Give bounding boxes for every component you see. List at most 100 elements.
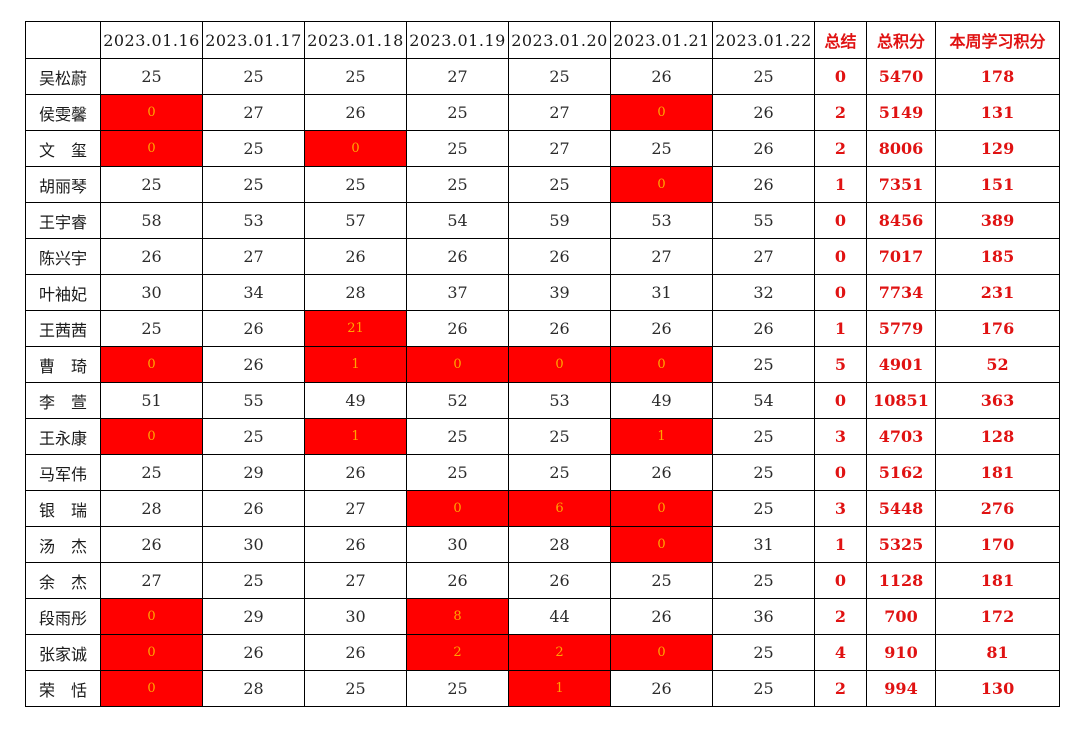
daily-points-cell: 28 [508,526,611,563]
summary-count-cell: 0 [814,238,867,275]
week-points-cell: 129 [935,130,1060,167]
total-points-cell: 5779 [866,310,936,347]
date-column-header: 2023.01.17 [202,21,305,59]
daily-points-cell: 25 [712,418,815,455]
daily-points-cell-highlighted: 0 [100,130,203,167]
week-points-cell: 276 [935,490,1060,527]
table-row: 文 玺 0 25 0 25 27 25 26 2 8006 129 [25,130,1060,167]
daily-points-cell: 51 [100,382,203,419]
student-name-cell: 曹 琦 [25,346,101,383]
date-column-header: 2023.01.20 [508,21,611,59]
total-points-cell: 7351 [866,166,936,203]
total-points-cell: 700 [866,598,936,635]
daily-points-cell: 25 [304,166,407,203]
summary-count-cell: 0 [814,382,867,419]
daily-points-cell-highlighted: 0 [610,346,713,383]
total-points-cell: 5325 [866,526,936,563]
summary-count-cell: 5 [814,346,867,383]
table-row: 汤 杰 26 30 26 30 28 0 31 1 5325 170 [25,526,1060,563]
table-row: 陈兴宇 26 27 26 26 26 27 27 0 7017 185 [25,238,1060,275]
student-name-cell: 侯雯馨 [25,94,101,131]
week-points-cell: 389 [935,202,1060,239]
daily-points-cell: 26 [202,490,305,527]
daily-points-cell: 30 [202,526,305,563]
daily-points-cell: 49 [304,382,407,419]
week-points-cell: 172 [935,598,1060,635]
daily-points-cell: 27 [508,130,611,167]
daily-points-cell: 26 [406,310,509,347]
student-name-cell: 马军伟 [25,454,101,491]
corner-cell [25,21,101,59]
daily-points-cell: 25 [202,418,305,455]
daily-points-cell: 25 [304,58,407,95]
daily-points-cell: 28 [202,670,305,707]
table-body: 吴松蔚 25 25 25 27 25 26 25 0 5470 178 侯雯馨 0 27 26 25 27 0 26… [25,58,1060,707]
date-column-header: 2023.01.21 [610,21,713,59]
summary-count-cell: 3 [814,418,867,455]
daily-points-cell-highlighted: 0 [100,634,203,671]
daily-points-cell: 25 [406,670,509,707]
table-row: 段雨彤 0 29 30 8 44 26 36 2 700 172 [25,598,1060,635]
student-name-cell: 叶袖妃 [25,274,101,311]
daily-points-cell: 25 [712,346,815,383]
daily-points-cell-highlighted: 0 [100,94,203,131]
week-points-cell: 231 [935,274,1060,311]
daily-points-cell-highlighted: 0 [100,418,203,455]
daily-points-cell: 25 [406,454,509,491]
total-points-cell: 5448 [866,490,936,527]
student-name-cell: 胡丽琴 [25,166,101,203]
daily-points-cell-highlighted: 21 [304,310,407,347]
daily-points-cell: 26 [304,634,407,671]
summary-count-cell: 0 [814,274,867,311]
daily-points-cell: 25 [100,166,203,203]
daily-points-cell: 25 [202,58,305,95]
daily-points-cell: 54 [406,202,509,239]
daily-points-cell: 26 [406,238,509,275]
daily-points-cell: 31 [712,526,815,563]
student-name-cell: 文 玺 [25,130,101,167]
student-name-cell: 陈兴宇 [25,238,101,275]
daily-points-cell: 25 [712,58,815,95]
daily-points-cell: 27 [406,58,509,95]
daily-points-cell: 28 [100,490,203,527]
daily-points-cell: 26 [508,310,611,347]
daily-points-cell: 53 [508,382,611,419]
table-header: 2023.01.16 2023.01.17 2023.01.18 2023.01.19… [25,21,1060,59]
total-points-cell: 5470 [866,58,936,95]
daily-points-cell: 25 [508,58,611,95]
daily-points-cell: 27 [304,490,407,527]
daily-points-cell: 58 [100,202,203,239]
week-points-cell: 131 [935,94,1060,131]
header-row: 2023.01.16 2023.01.17 2023.01.18 2023.01.19… [25,21,1060,59]
summary-count-cell: 1 [814,526,867,563]
daily-points-cell: 26 [406,562,509,599]
daily-points-cell: 25 [202,130,305,167]
student-name-cell: 张家诚 [25,634,101,671]
daily-points-cell: 28 [304,274,407,311]
daily-points-cell: 25 [304,670,407,707]
date-column-header: 2023.01.19 [406,21,509,59]
daily-points-cell: 26 [712,166,815,203]
daily-points-cell-highlighted: 0 [508,346,611,383]
daily-points-cell: 31 [610,274,713,311]
daily-points-cell: 59 [508,202,611,239]
daily-points-cell: 53 [202,202,305,239]
daily-points-cell: 49 [610,382,713,419]
total-points-cell: 4703 [866,418,936,455]
week-points-cell: 185 [935,238,1060,275]
student-name-cell: 吴松蔚 [25,58,101,95]
summary-count-cell: 2 [814,670,867,707]
daily-points-cell: 25 [610,562,713,599]
daily-points-cell-highlighted: 1 [304,346,407,383]
summary-column-header: 总结 [814,21,867,59]
daily-points-cell: 25 [100,58,203,95]
daily-points-cell-highlighted: 0 [100,346,203,383]
student-name-cell: 李 萱 [25,382,101,419]
total-points-cell: 7017 [866,238,936,275]
daily-points-cell: 25 [712,670,815,707]
table-row: 余 杰 27 25 27 26 26 25 25 0 1128 181 [25,562,1060,599]
student-name-cell: 王永康 [25,418,101,455]
date-column-header: 2023.01.22 [712,21,815,59]
daily-points-cell: 27 [202,94,305,131]
week-points-cell: 176 [935,310,1060,347]
